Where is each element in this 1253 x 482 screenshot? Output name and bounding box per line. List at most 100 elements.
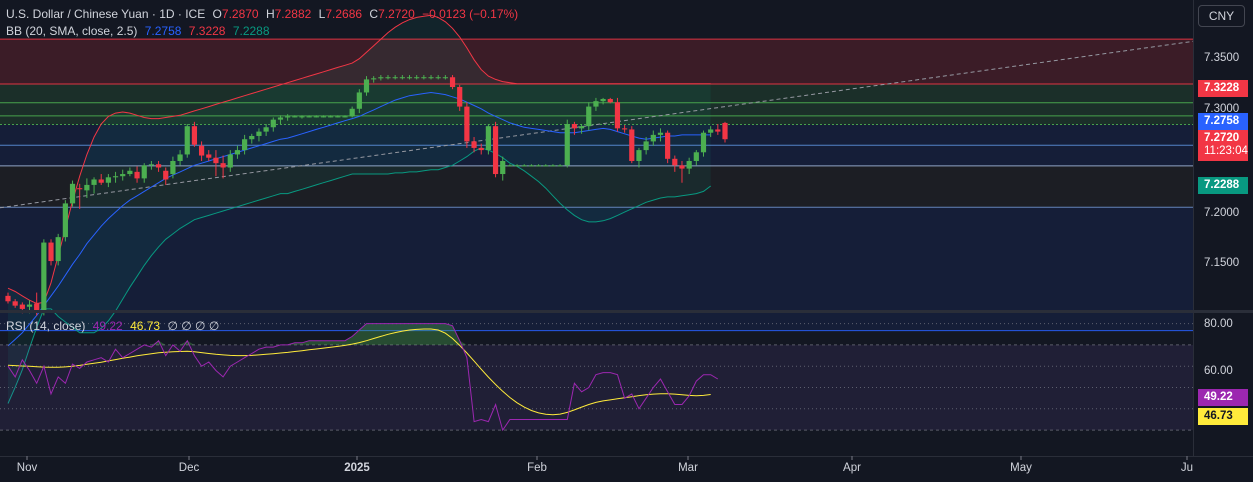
candle-body bbox=[428, 77, 434, 79]
candle bbox=[607, 97, 613, 104]
rsi-overbought-fill bbox=[8, 323, 718, 345]
candlestick-series[interactable] bbox=[5, 75, 728, 316]
rsi-legend: RSI (14, close) 49.22 46.73 ∅ ∅ ∅ ∅ bbox=[6, 319, 223, 333]
trendline bbox=[0, 40, 1194, 209]
bb-basis-price-tag: 7.2758 bbox=[1198, 113, 1248, 130]
candle-body bbox=[550, 165, 556, 167]
candle bbox=[371, 76, 377, 83]
candle bbox=[507, 164, 513, 167]
candle bbox=[120, 169, 126, 181]
rsi-value: 49.22 bbox=[92, 319, 123, 333]
candle-body bbox=[19, 304, 25, 309]
candle-body bbox=[435, 77, 441, 79]
candle-body bbox=[449, 77, 456, 88]
candle bbox=[112, 171, 119, 183]
candle-body bbox=[155, 164, 162, 168]
candle-body bbox=[77, 188, 83, 190]
bollinger-band-fill bbox=[8, 15, 711, 404]
candle-body bbox=[715, 129, 721, 132]
candle-body bbox=[41, 242, 47, 312]
candle bbox=[457, 84, 463, 111]
candle bbox=[579, 124, 585, 134]
candle-body bbox=[198, 145, 205, 156]
candle-body bbox=[242, 139, 248, 151]
candle-body bbox=[564, 124, 570, 166]
candle-body bbox=[277, 117, 284, 120]
candle-body bbox=[127, 170, 133, 175]
candle-body bbox=[313, 116, 319, 118]
candle bbox=[449, 75, 456, 90]
candle bbox=[299, 115, 305, 119]
candle-body bbox=[356, 92, 362, 109]
candle bbox=[679, 160, 685, 183]
candle-body bbox=[693, 152, 699, 161]
candle-body bbox=[34, 303, 40, 312]
candle-body bbox=[579, 126, 585, 129]
candle-body bbox=[62, 203, 68, 238]
bar-countdown: 11:23:04 bbox=[1204, 145, 1248, 157]
candle-body bbox=[234, 150, 241, 155]
symbol-title[interactable]: U.S. Dollar / Chinese Yuan · 1D · ICE bbox=[6, 7, 206, 21]
candle-body bbox=[371, 78, 377, 80]
candle bbox=[492, 121, 499, 178]
candle bbox=[629, 126, 635, 164]
candle-body bbox=[622, 128, 628, 130]
rsi-ma-price-tag: 46.73 bbox=[1198, 408, 1248, 425]
open-label: O bbox=[212, 7, 222, 21]
candle bbox=[700, 130, 707, 157]
rsi-line bbox=[7, 323, 719, 432]
candle-body bbox=[406, 77, 413, 79]
candle bbox=[184, 124, 190, 158]
time-axis-label: Nov bbox=[16, 462, 38, 474]
bb-basis-value: 7.2758 bbox=[144, 24, 182, 38]
rsi-panel bbox=[0, 323, 1193, 432]
candle-body bbox=[112, 176, 119, 178]
candle-body bbox=[593, 101, 599, 107]
trend-line[interactable] bbox=[0, 40, 1194, 209]
candle bbox=[614, 97, 621, 132]
candle-body bbox=[84, 184, 90, 191]
candle bbox=[77, 183, 83, 209]
candle-body bbox=[686, 160, 692, 169]
candle bbox=[5, 292, 11, 304]
candle-body bbox=[708, 129, 714, 133]
candle-body bbox=[134, 171, 140, 179]
candle bbox=[335, 115, 341, 118]
candle-body bbox=[650, 134, 656, 142]
candle-body bbox=[478, 147, 484, 151]
candle-body bbox=[270, 119, 276, 128]
candle bbox=[306, 115, 312, 118]
high-value: 7.2882 bbox=[274, 7, 312, 21]
candle bbox=[220, 155, 226, 179]
candle bbox=[163, 167, 169, 185]
candle bbox=[564, 119, 570, 168]
candle bbox=[313, 115, 319, 118]
candle-body bbox=[227, 154, 233, 168]
candle bbox=[213, 150, 219, 177]
candle bbox=[177, 150, 183, 166]
candle bbox=[41, 239, 47, 316]
candle-body bbox=[328, 116, 334, 118]
candle-body bbox=[105, 177, 111, 183]
rsi-indicator-label[interactable]: RSI (14, close) bbox=[6, 319, 86, 333]
currency-button[interactable]: CNY bbox=[1198, 5, 1245, 27]
high-label: H bbox=[265, 7, 275, 21]
candle-body bbox=[5, 295, 11, 302]
candle bbox=[686, 157, 692, 175]
bb-upper-price-tag: 7.3228 bbox=[1198, 80, 1248, 97]
candle bbox=[715, 124, 721, 135]
candle bbox=[170, 156, 176, 179]
rsi-ma-value: 46.73 bbox=[130, 319, 161, 333]
bb-lower-price-tag: 7.2288 bbox=[1198, 177, 1248, 194]
candle-body bbox=[464, 106, 470, 142]
candle-body bbox=[177, 154, 183, 161]
candle-body bbox=[120, 174, 126, 177]
candle bbox=[514, 164, 520, 167]
bb-indicator-label[interactable]: BB (20, SMA, close, 2.5) bbox=[6, 24, 138, 38]
candle bbox=[98, 174, 104, 185]
price-axis-label: 7.3000 bbox=[1204, 103, 1240, 115]
candle bbox=[657, 128, 664, 142]
candle bbox=[127, 167, 133, 177]
candle bbox=[105, 174, 111, 188]
